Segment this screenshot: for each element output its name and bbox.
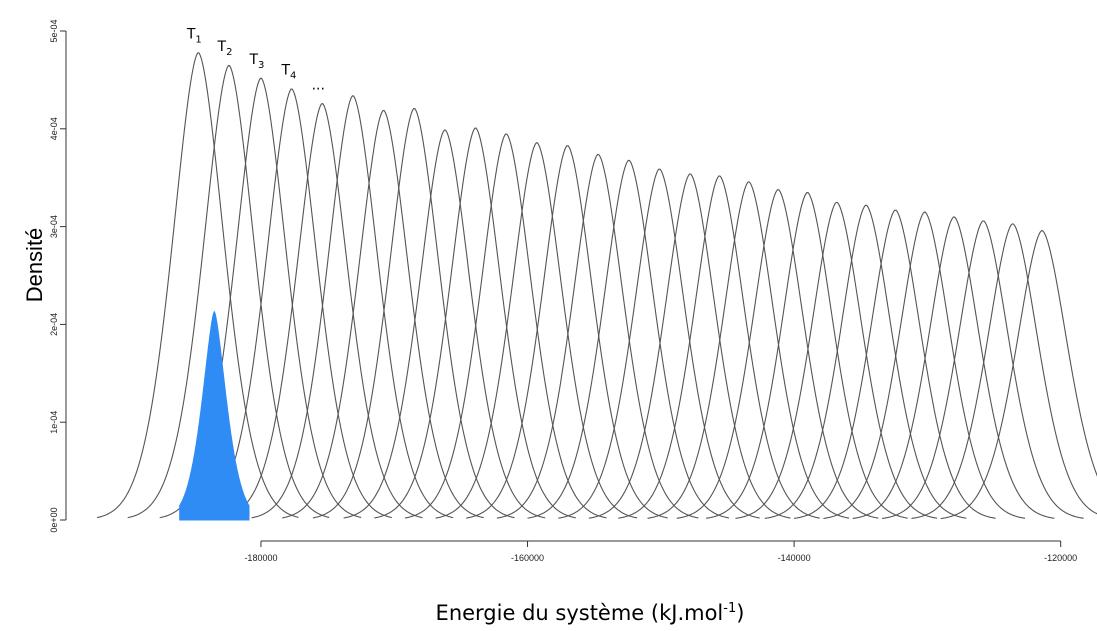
density-curve [647,181,850,519]
density-curve [852,216,1055,520]
density-curve [312,108,515,519]
density-curve [343,129,546,519]
density-curve [706,192,908,519]
x-tick-label: -160000 [511,553,544,563]
temperature-label: T3 [248,52,264,71]
y-tick-label: 0e+00 [49,507,59,532]
density-curve [588,173,791,519]
temperature-label: ... [312,77,325,93]
y-axis: 0e+00 1e-04 2e-04 3e-04 4e-04 5e-04 [49,19,67,533]
density-curve [435,142,638,519]
y-tick-label: 1e-04 [49,411,59,434]
density-curve [527,159,730,519]
density-curve [220,103,423,519]
y-axis-title: Densité [22,228,47,303]
y-tick-label: 4e-04 [49,117,59,140]
x-tick-label: -120000 [1044,553,1077,563]
density-curve [764,204,967,519]
density-curve [496,153,699,519]
density-curve [735,201,938,519]
y-tick-label: 5e-04 [49,19,59,42]
y-tick-label: 2e-04 [49,313,59,336]
x-axis-title: Energie du système (kJ.mol-1) [436,601,745,625]
y-tick-label: 3e-04 [49,215,59,238]
x-axis-title-superscript: -1 [723,601,736,616]
density-curve [558,168,760,519]
x-tick-label: -180000 [244,553,277,563]
density-curve [882,220,1084,520]
density-curve [127,65,330,519]
x-axis: -180000 -160000 -140000 -120000 [244,540,1077,563]
x-tick-label: -140000 [778,553,811,563]
density-curve [794,209,996,519]
density-curves [96,52,1097,520]
density-curve [940,230,1097,520]
density-curve [466,145,668,519]
density-curve [911,223,1097,520]
density-curve [676,189,879,519]
temperature-label: T2 [217,39,233,58]
temperature-label: T4 [280,63,296,82]
density-curve [96,52,299,519]
density-curve [823,211,1026,519]
highlight-area [179,310,250,521]
temperature-label: T1 [186,27,202,46]
density-curve [404,133,607,519]
highlighted-overlap-area [179,310,250,521]
density-curve [618,175,820,519]
density-curve [282,109,484,519]
density-curve [251,95,454,519]
density-curve [374,127,576,519]
temperature-labels: T1 T2 T3 T4... [186,27,325,94]
